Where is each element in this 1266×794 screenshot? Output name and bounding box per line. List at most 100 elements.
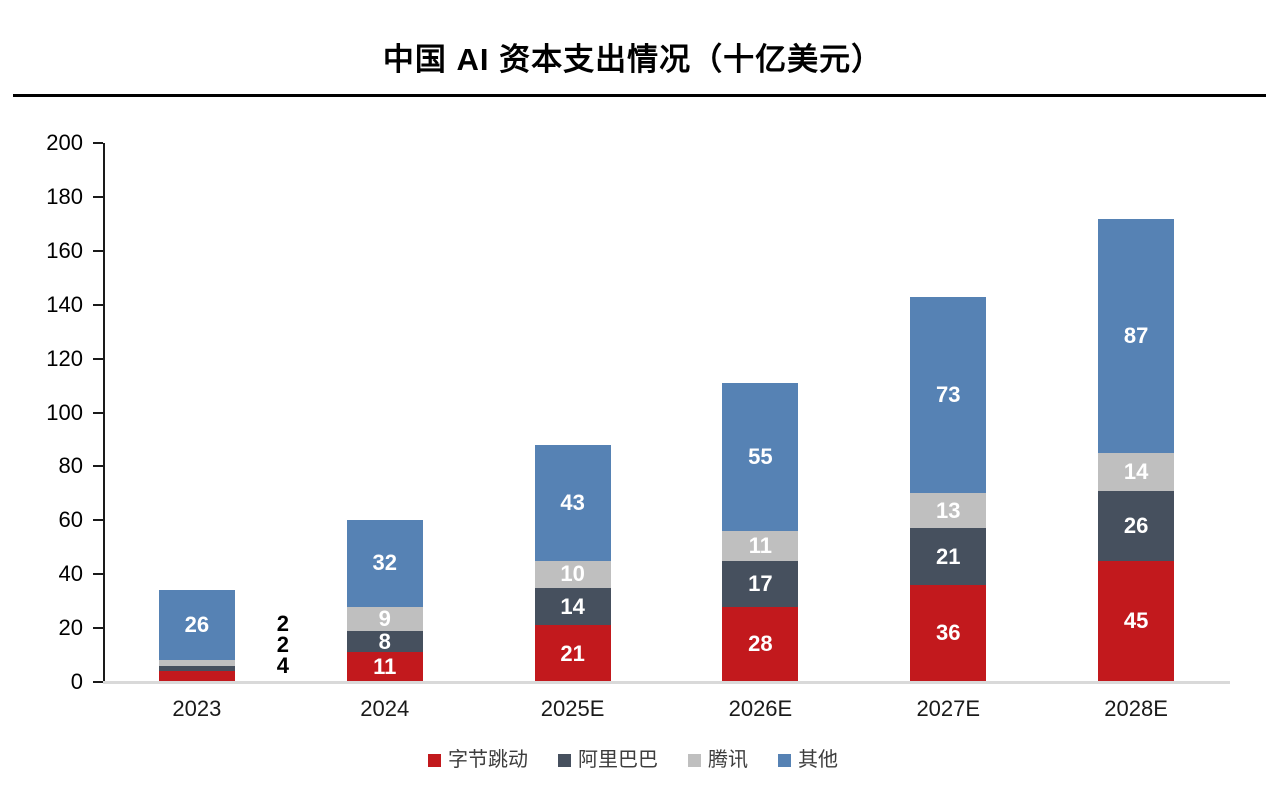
y-tick-0 [93, 681, 103, 683]
value-label-2026E-字节跳动: 28 [748, 631, 773, 657]
y-tick-20 [93, 627, 103, 630]
bar-segment-2023-阿里巴巴 [158, 665, 235, 672]
x-axis-label-2024: 2024 [360, 696, 410, 721]
y-axis-line [103, 143, 105, 684]
bar-segment-2027E-字节跳动: 36 [910, 584, 987, 682]
value-label-2025E-其他: 43 [560, 489, 585, 515]
y-tick-label-20: 20 [58, 615, 83, 641]
value-label-2027E-腾讯: 13 [936, 497, 961, 523]
y-tick-120 [93, 357, 103, 360]
legend-label: 腾讯 [708, 749, 748, 771]
y-tick-label-120: 120 [46, 345, 83, 371]
value-label-2027E-阿里巴巴: 21 [936, 543, 961, 569]
bar-segment-2027E-腾讯: 13 [910, 493, 987, 529]
legend-item-腾讯: 腾讯 [688, 750, 748, 770]
title-underline [13, 94, 1266, 97]
bar-2028E: 45 26 14 87 [1098, 218, 1175, 682]
x-axis-label-2026E: 2026E [728, 696, 793, 721]
y-tick-label-160: 160 [46, 237, 83, 263]
value-label-2028E-阿里巴巴: 26 [1123, 512, 1149, 538]
legend-swatch-icon [428, 753, 441, 767]
y-tick-label-60: 60 [58, 507, 83, 533]
callout-label-2023-2: 2 [276, 611, 290, 636]
x-axis-label-2025E: 2025E [540, 696, 605, 721]
bar-segment-2028E-其他: 87 [1098, 218, 1175, 453]
bar-segment-2028E-字节跳动: 45 [1098, 560, 1175, 682]
bar-2027E: 36 21 13 73 [910, 296, 987, 682]
y-tick-80 [93, 465, 103, 468]
value-label-2027E-字节跳动: 36 [936, 620, 961, 646]
bar-segment-2024-阿里巴巴: 8 [346, 628, 423, 654]
bar-segment-2027E-其他: 73 [910, 296, 987, 494]
bar-2023: 26 [158, 590, 235, 682]
bar-segment-2026E-腾讯: 11 [722, 531, 799, 561]
legend-label: 阿里巴巴 [578, 749, 658, 771]
callout-label-2023-2: 2 [276, 632, 290, 657]
bar-segment-2026E-阿里巴巴: 17 [722, 560, 799, 607]
value-label-2028E-腾讯: 14 [1123, 458, 1149, 484]
bar-segment-2024-其他: 32 [346, 520, 423, 607]
y-tick-180 [93, 195, 103, 198]
legend-swatch-icon [688, 753, 701, 767]
bar-segment-2025E-字节跳动: 21 [534, 625, 611, 682]
y-tick-label-40: 40 [58, 561, 83, 587]
value-label-2026E-阿里巴巴: 17 [748, 570, 773, 596]
y-tick-60 [93, 519, 103, 522]
y-tick-100 [93, 411, 103, 414]
bar-2024: 11 8 9 32 [346, 520, 423, 682]
value-label-2025E-阿里巴巴: 14 [560, 593, 585, 619]
bar-segment-2023-其他: 26 [158, 590, 235, 661]
legend-label: 字节跳动 [448, 749, 528, 771]
bar-segment-2027E-阿里巴巴: 21 [910, 528, 987, 585]
bar-segment-2026E-字节跳动: 28 [722, 606, 799, 682]
legend: 字节跳动 阿里巴巴 腾讯 其他 [0, 750, 1266, 770]
y-tick-label-140: 140 [46, 291, 83, 317]
legend-item-其他: 其他 [778, 750, 838, 770]
callout-label-2023-4: 4 [276, 653, 290, 678]
x-axis-label-2023: 2023 [172, 696, 222, 721]
y-tick-label-200: 200 [46, 130, 83, 155]
y-tick-label-0: 0 [70, 669, 83, 694]
value-label-2024-腾讯: 9 [378, 605, 391, 631]
plot-area: 0 20 40 60 80 100 120 140 160 180 200 26 2 2 4 11 8 9 32 2… [46, 132, 1230, 721]
bar-segment-2025E-阿里巴巴: 14 [534, 587, 611, 626]
y-tick-label-80: 80 [58, 453, 83, 479]
x-axis-baseline [103, 681, 1230, 684]
y-tick-40 [93, 573, 103, 576]
value-label-2027E-其他: 73 [936, 381, 961, 407]
legend-label: 其他 [798, 749, 838, 771]
bar-segment-2024-腾讯: 9 [346, 605, 423, 631]
value-label-2026E-其他: 55 [748, 443, 773, 469]
y-tick-200 [93, 142, 103, 144]
legend-item-阿里巴巴: 阿里巴巴 [558, 750, 658, 770]
bar-2025E: 21 14 10 43 [534, 444, 611, 682]
value-label-2025E-字节跳动: 21 [560, 640, 585, 666]
value-label-2024-其他: 32 [372, 550, 397, 576]
value-label-2023-其他: 26 [184, 612, 210, 638]
bar-segment-2028E-阿里巴巴: 26 [1098, 490, 1175, 561]
value-label-2028E-其他: 87 [1123, 322, 1149, 348]
value-label-2025E-腾讯: 10 [560, 561, 585, 587]
y-tick-160 [93, 249, 103, 252]
value-label-2026E-腾讯: 11 [748, 532, 773, 558]
value-label-2024-阿里巴巴: 8 [378, 628, 391, 654]
x-axis-label-2028E: 2028E [1104, 696, 1168, 721]
chart-title: 中国 AI 资本支出情况（十亿美元） [382, 42, 884, 77]
bar-segment-2025E-其他: 43 [534, 444, 611, 561]
y-tick-140 [93, 303, 103, 306]
legend-swatch-icon [558, 753, 571, 767]
bar-segment-2026E-其他: 55 [722, 382, 799, 532]
y-tick-label-180: 180 [46, 183, 83, 209]
bar-segment-2024-字节跳动: 11 [346, 652, 423, 682]
value-label-2028E-字节跳动: 45 [1123, 608, 1149, 634]
bar-segment-2023-腾讯 [158, 660, 235, 666]
bar-segment-2025E-腾讯: 10 [534, 560, 611, 588]
legend-item-字节跳动: 字节跳动 [428, 750, 528, 770]
y-tick-label-100: 100 [46, 399, 83, 425]
bar-segment-2023-字节跳动 [158, 671, 235, 682]
bar-2026E: 28 17 11 55 [722, 382, 799, 682]
legend-swatch-icon [778, 753, 791, 767]
value-label-2024-字节跳动: 11 [373, 654, 397, 680]
